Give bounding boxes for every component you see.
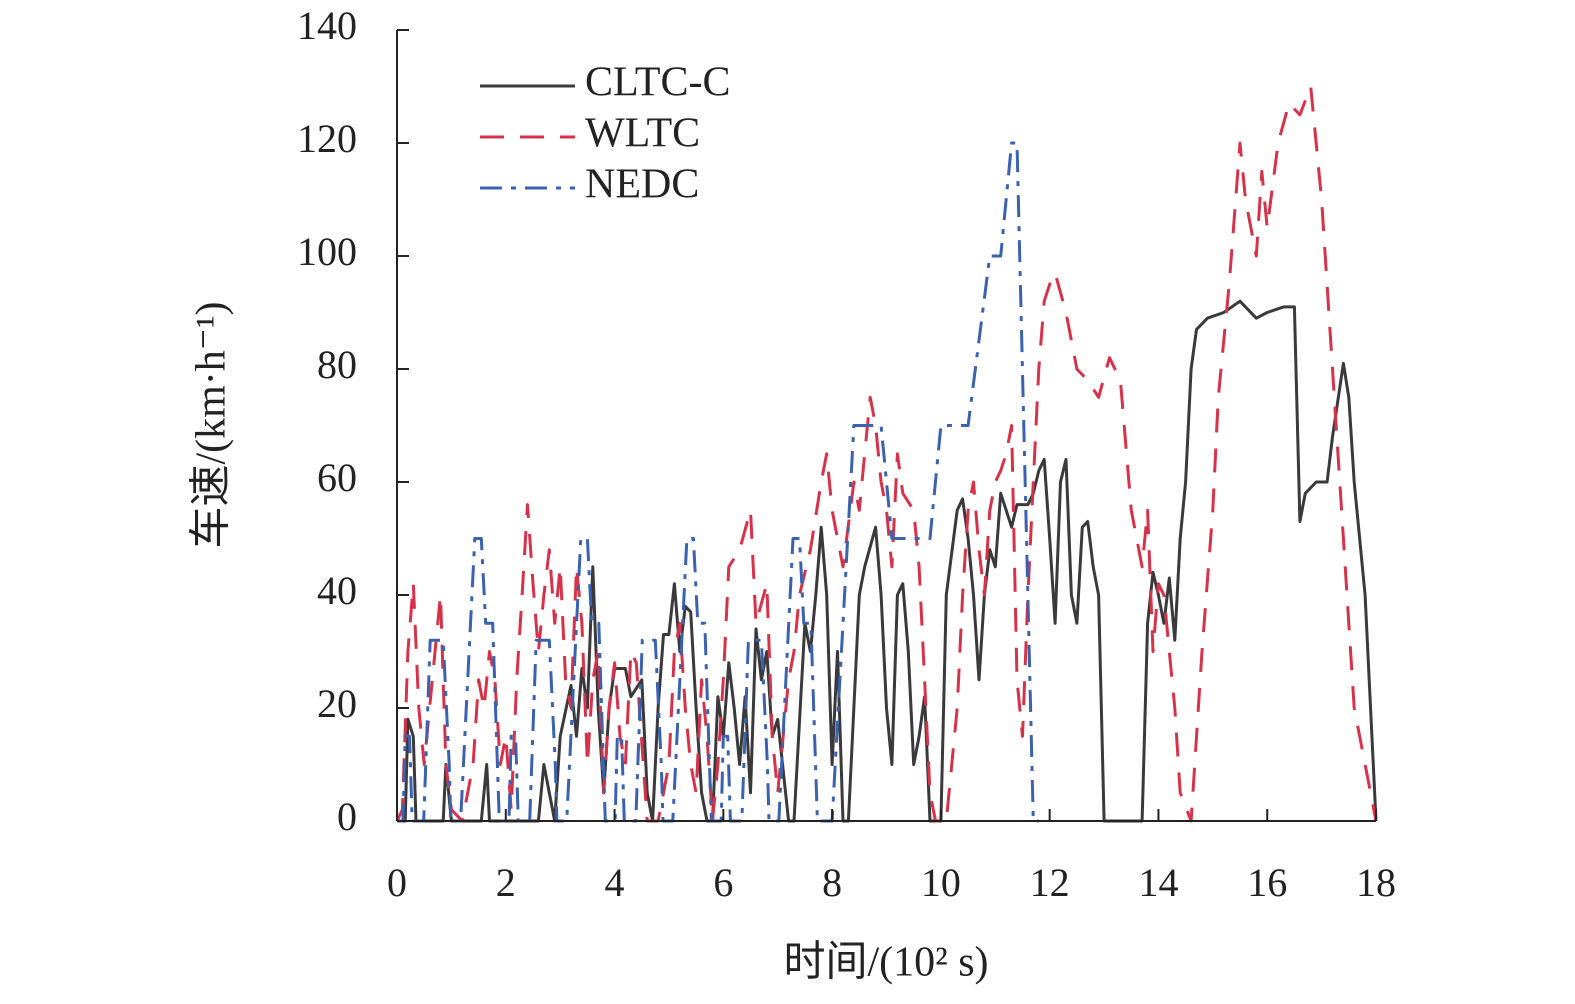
- series-line: [395, 85, 1378, 823]
- y-tick-label: 60: [317, 455, 357, 500]
- legend-label: WLTC: [585, 111, 700, 157]
- y-tick-label: 0: [337, 794, 357, 839]
- x-axis-label: 时间/(10² s): [783, 940, 988, 986]
- x-tick-label: 10: [921, 860, 961, 905]
- x-tick-label: 18: [1356, 860, 1396, 905]
- x-tick-label: 2: [496, 860, 516, 905]
- y-tick-label: 140: [297, 3, 357, 48]
- x-tick-label: 4: [605, 860, 625, 905]
- x-tick-label: 14: [1138, 860, 1178, 905]
- x-tick-label: 12: [1030, 860, 1070, 905]
- legend-label: CLTC-C: [585, 60, 730, 106]
- legend-label: NEDC: [585, 162, 699, 208]
- y-tick-label: 20: [317, 681, 357, 726]
- x-tick-label: 8: [822, 860, 842, 905]
- y-axis-label: 车速/(km·h⁻¹): [189, 301, 235, 548]
- y-tick-label: 80: [317, 342, 357, 387]
- x-tick-label: 6: [713, 860, 733, 905]
- y-tick-label: 120: [297, 116, 357, 161]
- y-tick-label: 100: [297, 229, 357, 274]
- x-tick-label: 16: [1247, 860, 1287, 905]
- series-line: [397, 299, 1378, 823]
- x-tick-label: 0: [387, 860, 407, 905]
- y-tick-label: 40: [317, 568, 357, 613]
